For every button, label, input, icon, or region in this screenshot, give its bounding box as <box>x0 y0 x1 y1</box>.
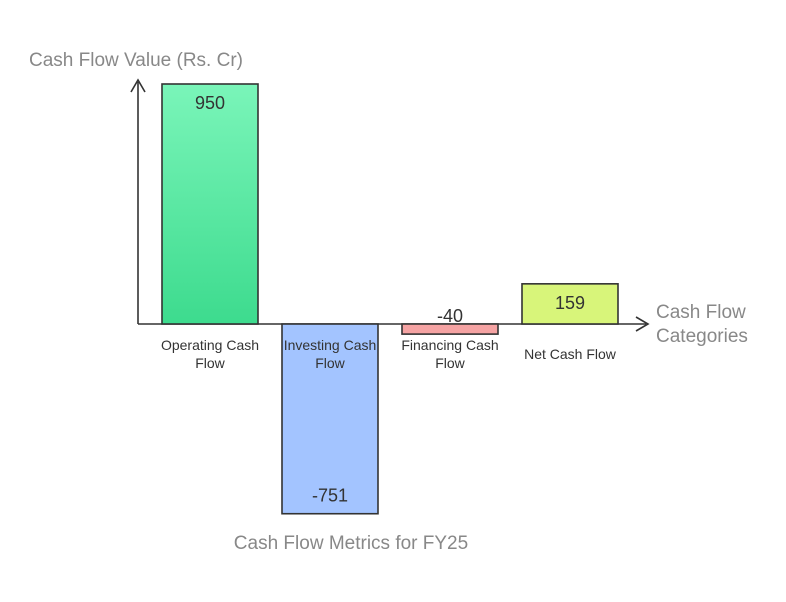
value-label-4: 159 <box>555 293 585 313</box>
category-label-1-line1: Operating Cash <box>161 337 259 353</box>
value-label-3: -40 <box>437 306 463 326</box>
x-axis-arrow-icon <box>635 316 650 332</box>
chart-caption: Cash Flow Metrics for FY25 <box>234 533 468 554</box>
y-axis-title: Cash Flow Value (Rs. Cr) <box>29 50 243 71</box>
bar-1 <box>161 83 259 325</box>
bar-3 <box>401 323 499 335</box>
value-label-2: -751 <box>312 486 348 506</box>
category-label-2-line1: Investing Cash <box>284 337 377 353</box>
category-label-3-line1: Financing Cash <box>401 337 498 353</box>
x-axis-title-line2: Categories <box>656 326 748 347</box>
bar-2 <box>281 323 379 515</box>
bars-layer <box>161 83 619 515</box>
bar-4 <box>521 283 619 325</box>
category-label-3-line2: Flow <box>435 355 465 371</box>
labels-layer: 950 Operating Cash Flow -751 Investing Cash F… <box>161 93 617 506</box>
value-label-1: 950 <box>195 93 225 113</box>
category-label-1-line2: Flow <box>195 355 225 371</box>
y-axis-arrow-icon <box>130 78 146 93</box>
x-axis-title-line1: Cash Flow <box>656 302 746 323</box>
category-label-2-line2: Flow <box>315 355 345 371</box>
category-label-4-line1: Net Cash Flow <box>524 346 617 362</box>
